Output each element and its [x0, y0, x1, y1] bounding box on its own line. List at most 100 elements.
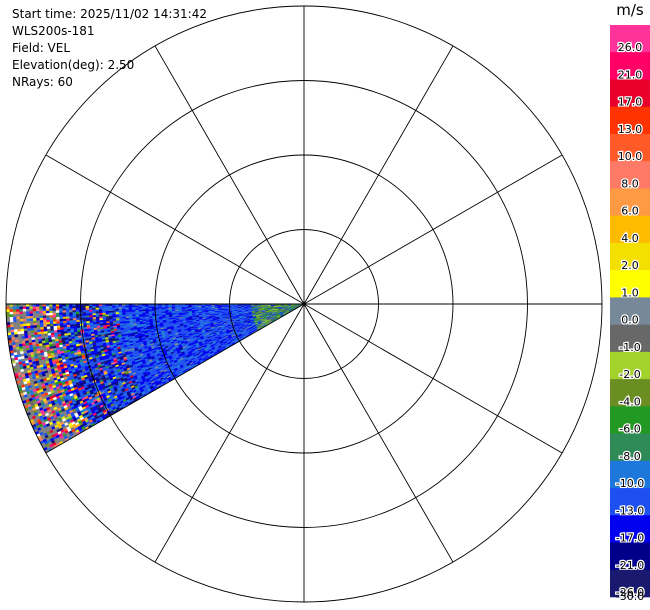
velocity-gate: [22, 315, 27, 319]
velocity-gate: [16, 326, 21, 330]
velocity-gate: [25, 315, 30, 319]
velocity-gate: [69, 315, 73, 319]
velocity-gate: [46, 319, 50, 323]
velocity-gate: [26, 327, 31, 331]
velocity-gate: [39, 317, 44, 321]
velocity-gate: [102, 312, 106, 315]
velocity-gate: [22, 320, 27, 324]
velocity-gate: [62, 316, 67, 319]
velocity-gate: [32, 315, 37, 319]
velocity-gate: [19, 318, 24, 322]
velocity-gate: [42, 321, 47, 325]
velocity-gate: [29, 318, 34, 321]
velocity-gate: [19, 316, 24, 320]
velocity-gate: [33, 324, 37, 328]
velocity-gate: [19, 321, 24, 325]
velocity-gate: [56, 320, 60, 324]
velocity-gate: [59, 314, 63, 317]
velocity-gate: [49, 321, 54, 325]
velocity-gate: [95, 312, 100, 316]
velocity-gate: [75, 315, 80, 319]
velocity-gate: [65, 318, 70, 321]
velocity-gate: [55, 316, 60, 320]
velocity-gate: [10, 329, 15, 333]
velocity-gate: [16, 328, 21, 332]
velocity-gate: [45, 314, 50, 318]
velocity-gate: [35, 315, 40, 319]
velocity-gate: [62, 314, 67, 317]
velocity-gate: [23, 323, 27, 327]
velocity-gate: [108, 312, 113, 315]
velocity-gate: [88, 313, 93, 316]
velocity-gate: [20, 328, 25, 332]
velocity-gate: [88, 314, 93, 318]
velocity-gate: [49, 323, 54, 327]
velocity-gate: [52, 319, 57, 322]
velocity-gate: [105, 312, 110, 315]
velocity-gate: [66, 320, 70, 323]
velocity-gate: [26, 323, 31, 326]
velocity-gate: [72, 317, 77, 321]
velocity-gate: [65, 314, 70, 317]
velocity-gate: [19, 325, 24, 329]
velocity-gate: [9, 316, 14, 320]
velocity-gate: [75, 317, 80, 321]
velocity-gate: [9, 324, 14, 328]
velocity-gate: [59, 320, 64, 324]
velocity-gate: [32, 322, 37, 326]
velocity-gate: [46, 323, 51, 327]
velocity-gate: [13, 321, 17, 325]
velocity-gate: [29, 315, 34, 319]
velocity-gate: [23, 325, 28, 329]
velocity-gate: [65, 316, 70, 319]
velocity-gate: [72, 313, 77, 317]
velocity-gate: [16, 323, 21, 327]
velocity-gate: [32, 320, 37, 324]
velocity-gate: [26, 320, 31, 324]
velocity-sector: [5, 303, 305, 454]
velocity-gate: [26, 318, 30, 322]
velocity-gate: [72, 315, 77, 319]
velocity-gate: [22, 318, 27, 322]
velocity-gate: [82, 313, 86, 316]
velocity-gate: [52, 314, 57, 318]
velocity-gate: [36, 324, 41, 328]
velocity-gate: [29, 320, 34, 324]
velocity-gate: [13, 323, 17, 328]
velocity-gate: [16, 321, 21, 325]
velocity-gate: [13, 328, 18, 333]
velocity-gate: [26, 325, 31, 329]
velocity-gate: [42, 319, 47, 323]
velocity-gate: [98, 312, 103, 315]
velocity-gate: [39, 315, 43, 319]
velocity-gate: [30, 327, 34, 331]
velocity-gate: [82, 317, 87, 320]
velocity-gate: [46, 321, 50, 325]
velocity-gate: [68, 313, 73, 317]
velocity-gate: [23, 328, 28, 332]
velocity-gate: [9, 321, 14, 325]
velocity-gate: [12, 318, 17, 322]
velocity-gate: [42, 315, 47, 318]
velocity-gate: [49, 314, 53, 318]
velocity-gate: [55, 318, 60, 322]
velocity-gate: [85, 315, 90, 318]
velocity-gate: [69, 317, 73, 321]
velocity-gate: [62, 318, 67, 322]
velocity-gate: [33, 327, 38, 331]
velocity-gate: [36, 317, 40, 321]
velocity-gate: [17, 331, 21, 335]
velocity-gate: [92, 312, 96, 316]
velocity-gate: [32, 317, 37, 321]
velocity-gate: [49, 317, 53, 320]
velocity-gate: [16, 318, 20, 322]
velocity-gate: [16, 316, 20, 320]
velocity-gate: [52, 316, 57, 320]
velocity-gate: [62, 320, 67, 324]
velocity-gate: [36, 322, 41, 326]
velocity-gate: [19, 323, 24, 327]
velocity-gate: [43, 324, 47, 327]
velocity-gate: [20, 330, 25, 334]
velocity-gate: [36, 320, 40, 323]
